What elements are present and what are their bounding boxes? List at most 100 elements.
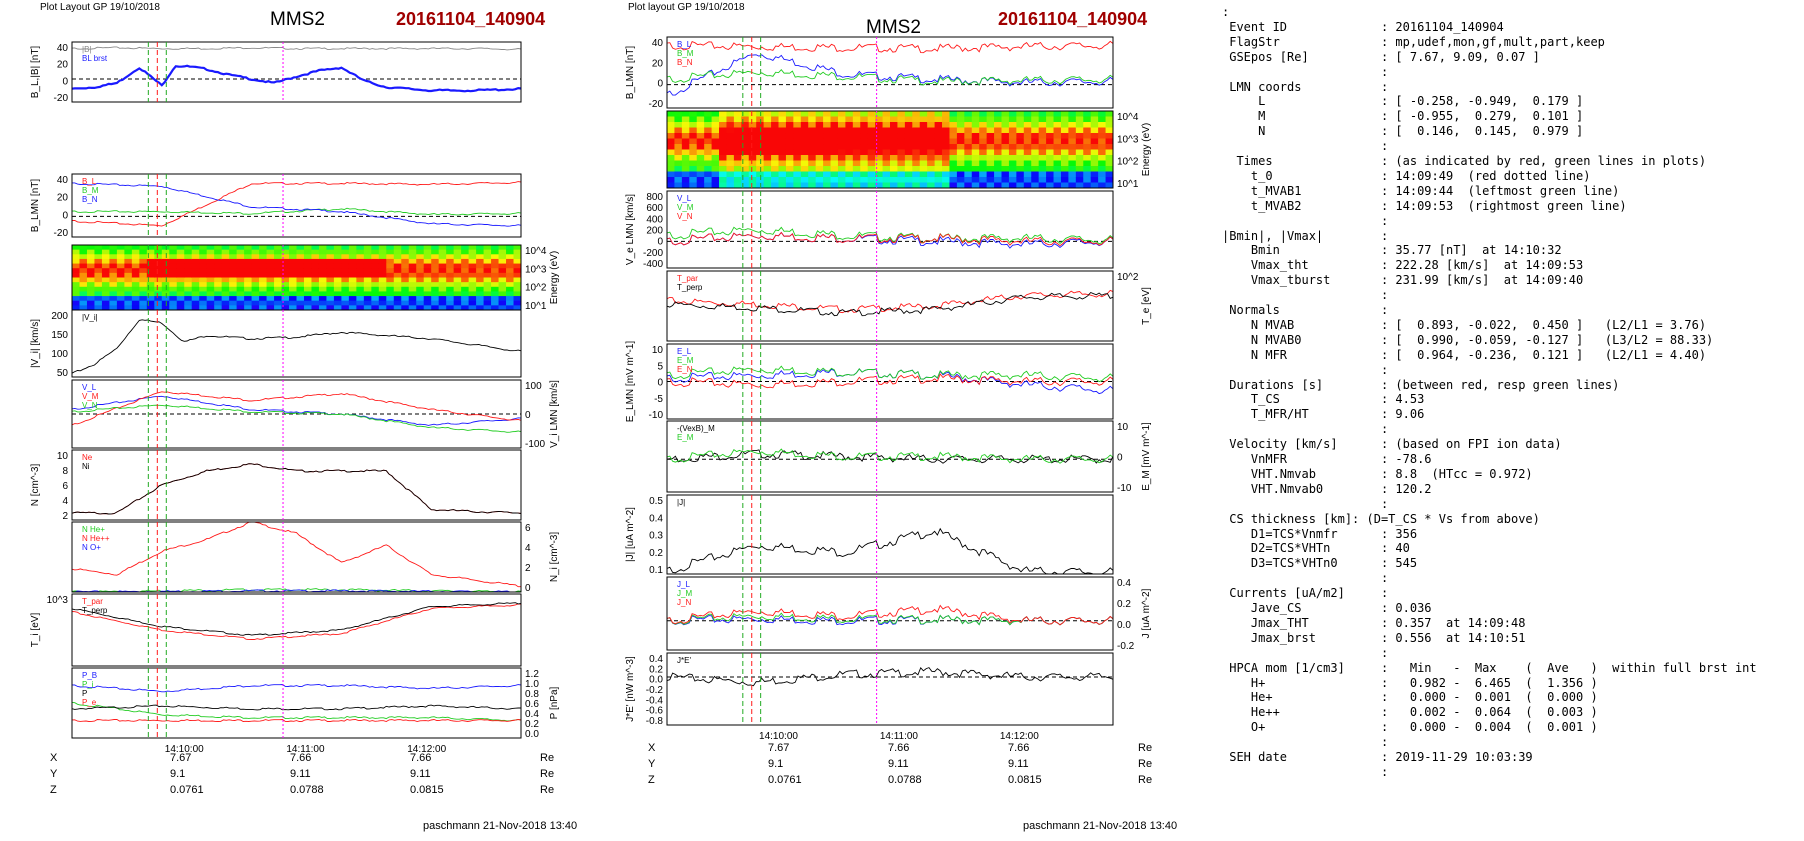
spectrogram-cell <box>289 286 297 292</box>
y-tick-label: 0 <box>62 76 68 87</box>
spectrogram-cell <box>919 122 928 128</box>
spectrogram-cell <box>964 116 973 123</box>
y-tick-label: 0 <box>657 79 663 90</box>
spectrogram-cell <box>867 160 876 167</box>
spectrogram-cell <box>124 291 133 297</box>
spectrogram-cell <box>994 182 1002 189</box>
spectrogram-cell <box>461 282 470 288</box>
spectrogram-cell <box>214 291 223 297</box>
panel-j-e: 0.40.20.0-0.2-0.4-0.6-0.8J*E' [nW m^-3] J… <box>625 652 1114 727</box>
spectrogram-cell <box>438 300 447 306</box>
spectrogram-cell <box>741 138 750 145</box>
spectrogram-cell <box>771 155 779 161</box>
spectrogram-cell <box>756 138 765 145</box>
middle-layout-label: Plot layout GP 19/10/2018 <box>628 2 745 13</box>
spectrogram-cell <box>326 296 335 302</box>
y-tick-label: 0.4 <box>649 513 663 524</box>
spectrogram-cell <box>154 258 163 265</box>
legend-entry: B_N <box>82 195 98 204</box>
spectrogram-cell <box>289 254 297 260</box>
spectrogram-cell <box>386 291 395 297</box>
spectrogram-cell <box>1038 144 1047 150</box>
spectrogram-cell <box>221 300 230 306</box>
spectrogram-cell <box>1023 166 1032 172</box>
legend-entry: B_N <box>677 58 693 67</box>
spectrogram-cell <box>815 138 824 145</box>
spectrogram-cell <box>919 166 928 172</box>
spectrogram-cell <box>875 111 884 117</box>
y-tick-label: 50 <box>57 368 69 379</box>
spectrogram-cell <box>1053 116 1062 123</box>
spectrogram-cell <box>236 282 245 288</box>
spectrogram-cell <box>116 291 125 297</box>
spectrogram-cell <box>696 116 705 123</box>
spectrogram-cell <box>830 116 839 123</box>
spectrogram-cell <box>259 286 268 292</box>
spectrogram-cell <box>1031 182 1040 189</box>
spectrogram-cell <box>363 282 372 288</box>
spectrogram-cell <box>689 133 698 139</box>
spectrogram-cell <box>741 166 750 172</box>
spectrogram-cell <box>274 300 283 306</box>
spectrogram-cell <box>311 305 320 311</box>
spectrogram-cell <box>423 245 432 251</box>
spectrogram-cell <box>244 286 253 292</box>
spectrogram-cell <box>875 177 884 183</box>
spectrogram-cell <box>674 155 683 161</box>
y-tick-label: 800 <box>646 192 663 203</box>
info-line: N : [ 0.146, 0.145, 0.979 ] <box>1222 124 1584 139</box>
spectrogram-cell <box>689 155 698 161</box>
spectrogram-cell <box>326 245 335 251</box>
spectrogram-cell <box>979 116 988 123</box>
spectrogram-cell <box>771 149 779 156</box>
spectrogram-cell <box>109 272 118 278</box>
spectrogram-cell <box>778 116 787 123</box>
spectrogram-cell <box>356 249 365 255</box>
spectrogram-cell <box>431 263 440 269</box>
spectrogram-cell <box>229 249 238 255</box>
spectrogram-cell <box>356 300 365 306</box>
spectrogram-cell <box>101 296 110 302</box>
legend-entry: T_par <box>82 597 103 606</box>
spectrogram-cell <box>146 296 155 302</box>
spectrogram-cell <box>311 272 320 278</box>
spectrogram-cell <box>386 282 395 288</box>
spectrogram-cell <box>281 282 290 288</box>
spectrogram-cell <box>109 286 118 292</box>
legend-entry: T_par <box>677 274 698 283</box>
spectrogram-cell <box>711 160 720 167</box>
spectrogram-cell <box>800 111 809 117</box>
spectrogram-cell <box>378 268 387 274</box>
spectrogram-cell <box>124 286 133 292</box>
spectrogram-cell <box>919 182 928 189</box>
spectrogram-cell <box>461 300 470 306</box>
spectrogram-cell <box>934 171 943 178</box>
spectrogram-cell <box>109 258 118 265</box>
spectrogram-cell <box>176 291 185 297</box>
y-tick-label: 10^2 <box>1117 272 1139 283</box>
spectrogram-cell <box>696 182 705 189</box>
spectrogram-cell <box>949 155 958 161</box>
spectrogram-cell <box>1046 177 1055 183</box>
spectrogram-cell <box>763 144 772 150</box>
panel-frame <box>666 343 1114 420</box>
spectrogram-cell <box>438 305 447 311</box>
spectrogram-cell <box>206 263 215 269</box>
spectrogram-cell <box>266 305 275 311</box>
spectrogram-cell <box>289 291 297 297</box>
spectrogram-cell <box>1083 122 1092 128</box>
spectrogram-cell <box>221 272 230 278</box>
spectrogram-cell <box>101 268 110 274</box>
spectrogram-cell <box>94 300 103 306</box>
spectrogram-cell <box>341 245 350 251</box>
spectrogram-cell <box>890 166 898 172</box>
spectrogram-cell <box>274 291 283 297</box>
spectrogram-cell <box>468 300 477 306</box>
spectrogram-cell <box>823 160 832 167</box>
spectrogram-cell <box>986 116 995 123</box>
info-line: : <box>1222 735 1389 750</box>
spectrogram-cell <box>281 258 290 265</box>
spectrogram-cell <box>498 305 507 311</box>
